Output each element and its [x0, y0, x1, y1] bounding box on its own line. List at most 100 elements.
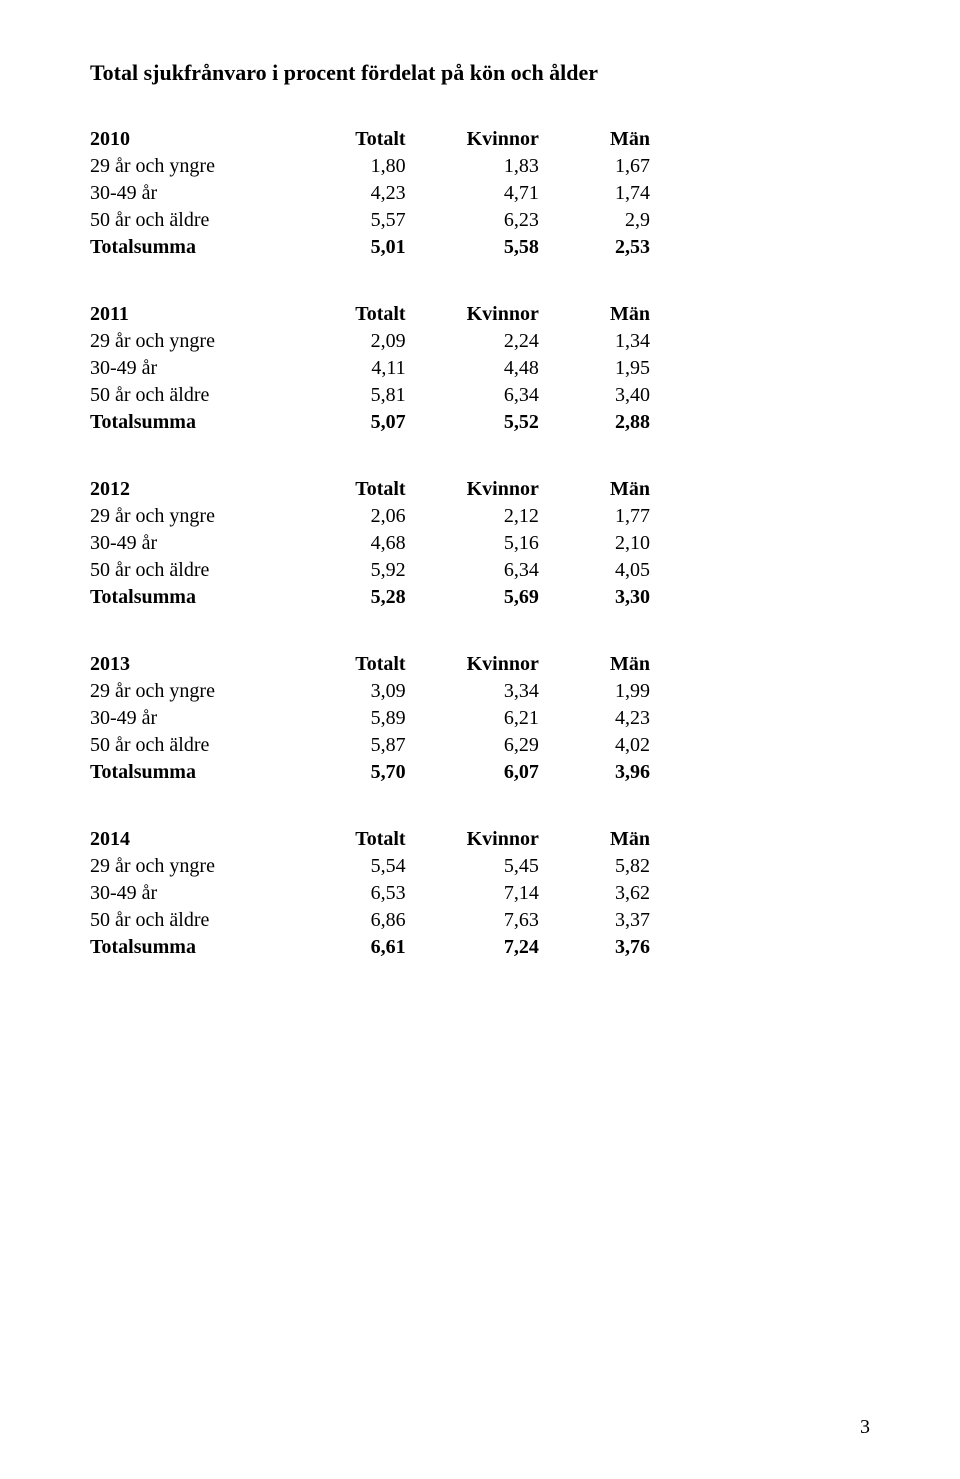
table-2012: 2012 Totalt Kvinnor Män 29 år och yngre … [90, 476, 650, 611]
table-2011: 2011 Totalt Kvinnor Män 29 år och yngre … [90, 301, 650, 436]
cell: 5,45 [436, 853, 569, 880]
cell: 1,67 [569, 153, 650, 180]
cell: 3,34 [436, 678, 569, 705]
cell: 5,01 [306, 234, 435, 261]
col-totalt: Totalt [306, 301, 435, 328]
table-row: 50 år och äldre 5,57 6,23 2,9 [90, 207, 650, 234]
row-label-total: Totalsumma [90, 234, 306, 261]
cell: 4,11 [306, 355, 435, 382]
cell: 3,96 [569, 759, 650, 786]
cell: 3,62 [569, 880, 650, 907]
table-total-row: Totalsumma 5,70 6,07 3,96 [90, 759, 650, 786]
row-label: 29 år och yngre [90, 328, 306, 355]
cell: 2,10 [569, 530, 650, 557]
row-label: 29 år och yngre [90, 853, 306, 880]
col-man: Män [569, 301, 650, 328]
col-kvinnor: Kvinnor [436, 826, 569, 853]
cell: 5,82 [569, 853, 650, 880]
col-totalt: Totalt [306, 476, 435, 503]
table-row: 50 år och äldre 5,81 6,34 3,40 [90, 382, 650, 409]
row-label: 50 år och äldre [90, 557, 306, 584]
col-kvinnor: Kvinnor [436, 476, 569, 503]
cell: 5,16 [436, 530, 569, 557]
cell: 5,58 [436, 234, 569, 261]
cell: 4,48 [436, 355, 569, 382]
table-row: 29 år och yngre 1,80 1,83 1,67 [90, 153, 650, 180]
table-header: 2011 Totalt Kvinnor Män [90, 301, 650, 328]
row-label: 30-49 år [90, 530, 306, 557]
row-label: 50 år och äldre [90, 907, 306, 934]
table-row: 30-49 år 4,68 5,16 2,10 [90, 530, 650, 557]
col-man: Män [569, 651, 650, 678]
row-label: 30-49 år [90, 180, 306, 207]
table-2013: 2013 Totalt Kvinnor Män 29 år och yngre … [90, 651, 650, 786]
cell: 1,34 [569, 328, 650, 355]
cell: 3,30 [569, 584, 650, 611]
cell: 6,07 [436, 759, 569, 786]
cell: 3,09 [306, 678, 435, 705]
col-kvinnor: Kvinnor [436, 651, 569, 678]
cell: 1,95 [569, 355, 650, 382]
cell: 5,54 [306, 853, 435, 880]
cell: 6,86 [306, 907, 435, 934]
col-totalt: Totalt [306, 126, 435, 153]
table-total-row: Totalsumma 5,28 5,69 3,30 [90, 584, 650, 611]
table-row: 29 år och yngre 2,09 2,24 1,34 [90, 328, 650, 355]
cell: 4,05 [569, 557, 650, 584]
row-label: 30-49 år [90, 705, 306, 732]
table-2014: 2014 Totalt Kvinnor Män 29 år och yngre … [90, 826, 650, 961]
cell: 5,07 [306, 409, 435, 436]
table-header: 2010 Totalt Kvinnor Män [90, 126, 650, 153]
row-label-total: Totalsumma [90, 759, 306, 786]
col-man: Män [569, 826, 650, 853]
page-title: Total sjukfrånvaro i procent fördelat på… [90, 60, 870, 86]
row-label: 50 år och äldre [90, 382, 306, 409]
row-label: 50 år och äldre [90, 207, 306, 234]
row-label: 50 år och äldre [90, 732, 306, 759]
table-row: 30-49 år 4,23 4,71 1,74 [90, 180, 650, 207]
table-header: 2014 Totalt Kvinnor Män [90, 826, 650, 853]
col-man: Män [569, 126, 650, 153]
page-number: 3 [860, 1416, 870, 1439]
table-header: 2012 Totalt Kvinnor Män [90, 476, 650, 503]
row-label-total: Totalsumma [90, 584, 306, 611]
table-row: 29 år och yngre 3,09 3,34 1,99 [90, 678, 650, 705]
cell: 5,69 [436, 584, 569, 611]
cell: 4,71 [436, 180, 569, 207]
row-label: 30-49 år [90, 355, 306, 382]
cell: 6,21 [436, 705, 569, 732]
year-label: 2014 [90, 826, 306, 853]
table-total-row: Totalsumma 6,61 7,24 3,76 [90, 934, 650, 961]
cell: 4,02 [569, 732, 650, 759]
table-row: 30-49 år 6,53 7,14 3,62 [90, 880, 650, 907]
col-totalt: Totalt [306, 826, 435, 853]
row-label: 29 år och yngre [90, 153, 306, 180]
cell: 2,06 [306, 503, 435, 530]
year-label: 2012 [90, 476, 306, 503]
cell: 7,14 [436, 880, 569, 907]
row-label-total: Totalsumma [90, 409, 306, 436]
cell: 5,52 [436, 409, 569, 436]
cell: 7,24 [436, 934, 569, 961]
row-label-total: Totalsumma [90, 934, 306, 961]
cell: 5,81 [306, 382, 435, 409]
col-kvinnor: Kvinnor [436, 301, 569, 328]
year-label: 2010 [90, 126, 306, 153]
cell: 1,83 [436, 153, 569, 180]
cell: 6,29 [436, 732, 569, 759]
table-row: 50 år och äldre 5,92 6,34 4,05 [90, 557, 650, 584]
table-row: 30-49 år 5,89 6,21 4,23 [90, 705, 650, 732]
table-row: 50 år och äldre 5,87 6,29 4,02 [90, 732, 650, 759]
cell: 4,23 [306, 180, 435, 207]
col-kvinnor: Kvinnor [436, 126, 569, 153]
cell: 5,92 [306, 557, 435, 584]
cell: 2,88 [569, 409, 650, 436]
cell: 2,12 [436, 503, 569, 530]
cell: 1,99 [569, 678, 650, 705]
table-row: 29 år och yngre 2,06 2,12 1,77 [90, 503, 650, 530]
cell: 6,34 [436, 382, 569, 409]
table-total-row: Totalsumma 5,07 5,52 2,88 [90, 409, 650, 436]
cell: 2,24 [436, 328, 569, 355]
cell: 5,87 [306, 732, 435, 759]
table-header: 2013 Totalt Kvinnor Män [90, 651, 650, 678]
